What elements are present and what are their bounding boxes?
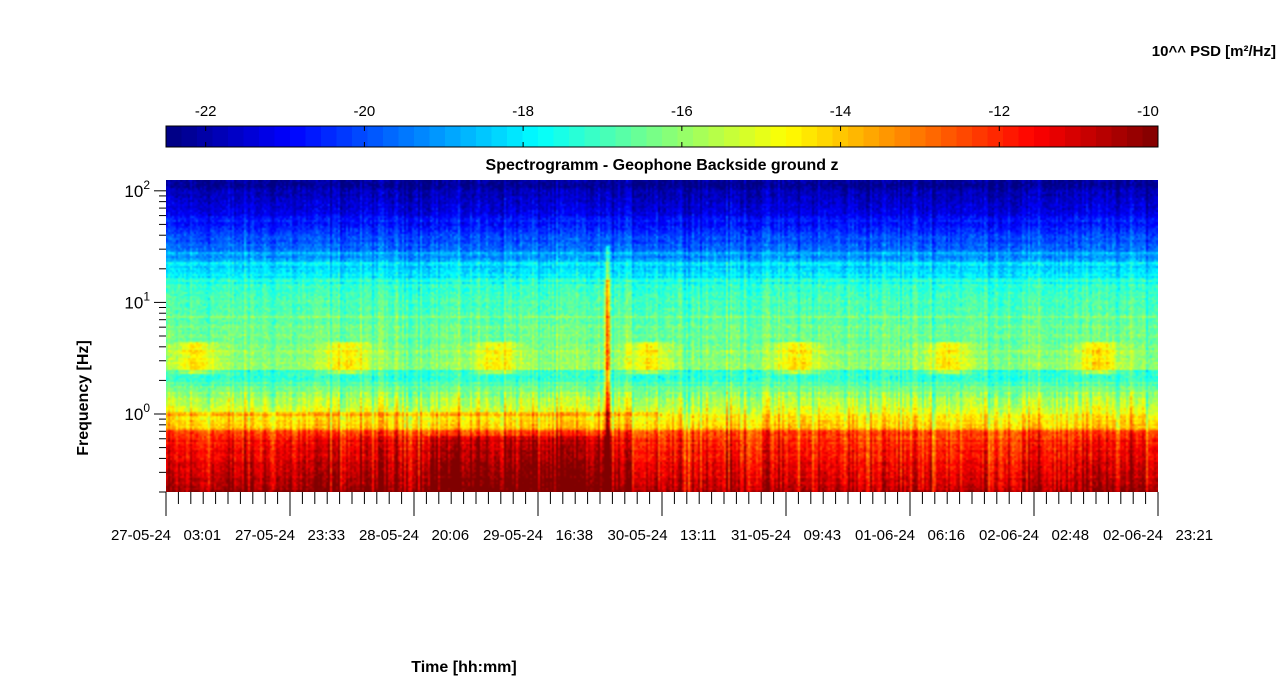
- x-tick-label: 29-05-24 16:38: [483, 527, 593, 544]
- chart-title: Spectrogramm - Geophone Backside ground …: [486, 157, 839, 174]
- x-axis: 27-05-24 03:01 27-05-24 23:33 28-05-24 20:…: [111, 492, 1213, 544]
- colorbar-ticks: -22 -20 -18 -16 -14 -12 -10: [195, 103, 1159, 147]
- colorbar-gradient: [165, 125, 1159, 148]
- x-tick-label: 27-05-24 23:33: [235, 527, 345, 544]
- colorbar-tick-label: -18: [512, 103, 534, 120]
- spectrogram-image: [166, 180, 1158, 492]
- plot-area: [166, 180, 1158, 492]
- x-tick-label: 31-05-24 09:43: [731, 527, 841, 544]
- colorbar-tick-label: -22: [195, 103, 217, 120]
- colorbar-tick-label: -12: [988, 103, 1010, 120]
- y-tick-label: 102: [124, 178, 150, 201]
- colorbar-tick-label: -20: [354, 103, 376, 120]
- colorbar-tick-label: -16: [671, 103, 693, 120]
- y-tick-label: 101: [124, 289, 150, 312]
- x-tick-label: 02-06-24 02:48: [979, 527, 1089, 544]
- y-axis: 100 101 102: [124, 178, 166, 493]
- colorbar-tick-label: -14: [830, 103, 852, 120]
- y-axis-label: Frequency [Hz]: [75, 340, 92, 456]
- colorbar-tick-label: -10: [1137, 103, 1159, 120]
- y-tick-label: 100: [124, 401, 150, 424]
- x-tick-label: 28-05-24 20:06: [359, 527, 469, 544]
- colorbar: 10^^ PSD [m²/Hz] -22 -20 -18 -16 -14 -12 -10: [165, 43, 1276, 148]
- colorbar-label: 10^^ PSD [m²/Hz]: [1152, 43, 1276, 60]
- x-tick-label: 02-06-24 23:21: [1103, 527, 1213, 544]
- x-axis-label: Time [hh:mm]: [411, 659, 516, 676]
- x-tick-label: 27-05-24 03:01: [111, 527, 221, 544]
- x-tick-label: 01-06-24 06:16: [855, 527, 965, 544]
- x-tick-label: 30-05-24 13:11: [608, 527, 717, 544]
